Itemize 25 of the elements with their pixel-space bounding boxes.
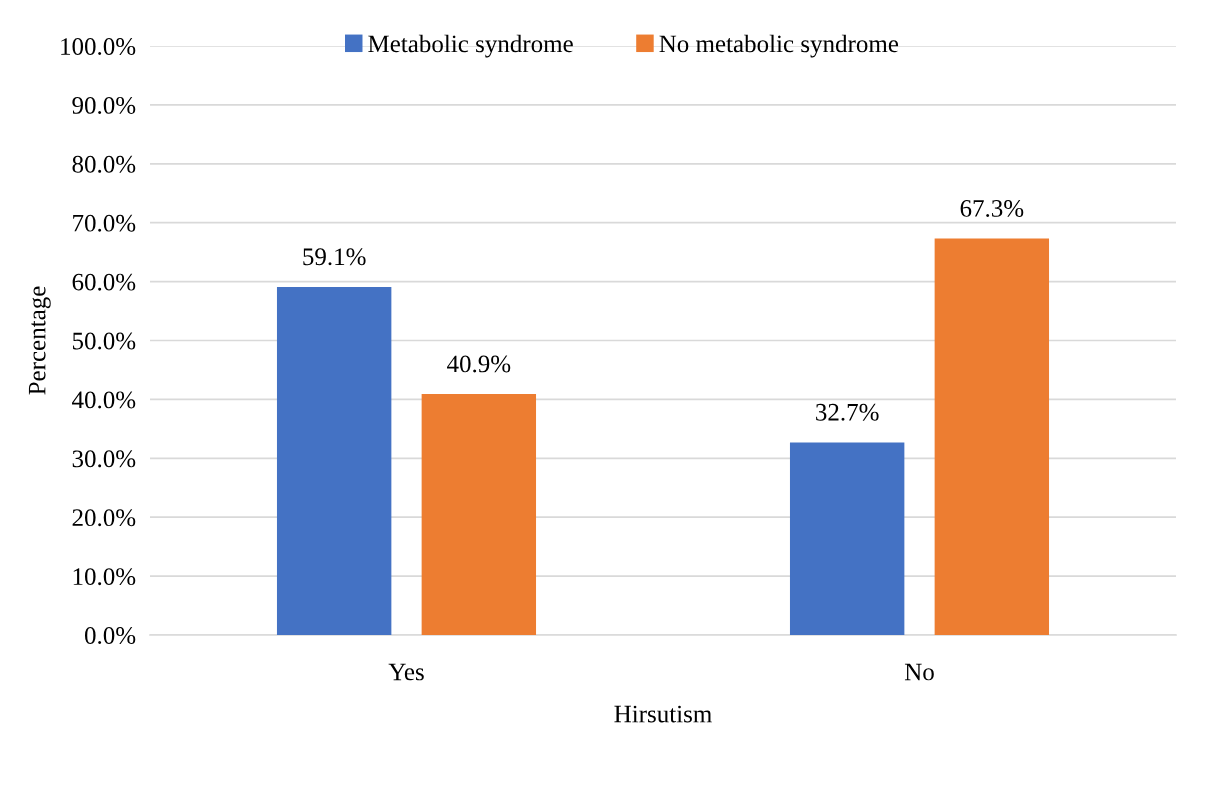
- y-tick-label: 90.0%: [72, 96, 136, 114]
- y-tick-label: 70.0%: [73, 214, 136, 232]
- y-tick-label: 100.0%: [61, 38, 136, 56]
- data-label: 59.1%: [303, 248, 366, 266]
- data-label: 67.3%: [960, 199, 1024, 217]
- y-tick-label: 50.0%: [72, 332, 136, 350]
- y-tick-label: 30.0%: [72, 450, 136, 468]
- legend-label: No metabolic syndrome: [659, 34, 899, 58]
- y-axis-title: Percentage: [28, 286, 51, 395]
- x-axis-title: Hirsutism: [614, 705, 712, 723]
- bar: [421, 394, 537, 635]
- y-tick-label: 40.0%: [72, 391, 136, 409]
- y-tick-label: 20.0%: [72, 509, 136, 527]
- y-tick-label: 80.0%: [72, 155, 136, 173]
- legend-label: Metabolic syndrome: [368, 34, 573, 58]
- x-tick-label: Yes: [388, 663, 424, 681]
- y-tick-label: 0.0%: [84, 627, 136, 645]
- y-tick-label: 60.0%: [72, 273, 136, 291]
- bar: [934, 238, 1050, 635]
- x-tick-label: No: [904, 663, 934, 681]
- bar: [789, 442, 905, 635]
- data-label: 40.9%: [447, 355, 511, 373]
- y-tick-label: 10.0%: [73, 568, 136, 586]
- bar: [276, 286, 392, 635]
- data-label: 32.7%: [816, 403, 879, 421]
